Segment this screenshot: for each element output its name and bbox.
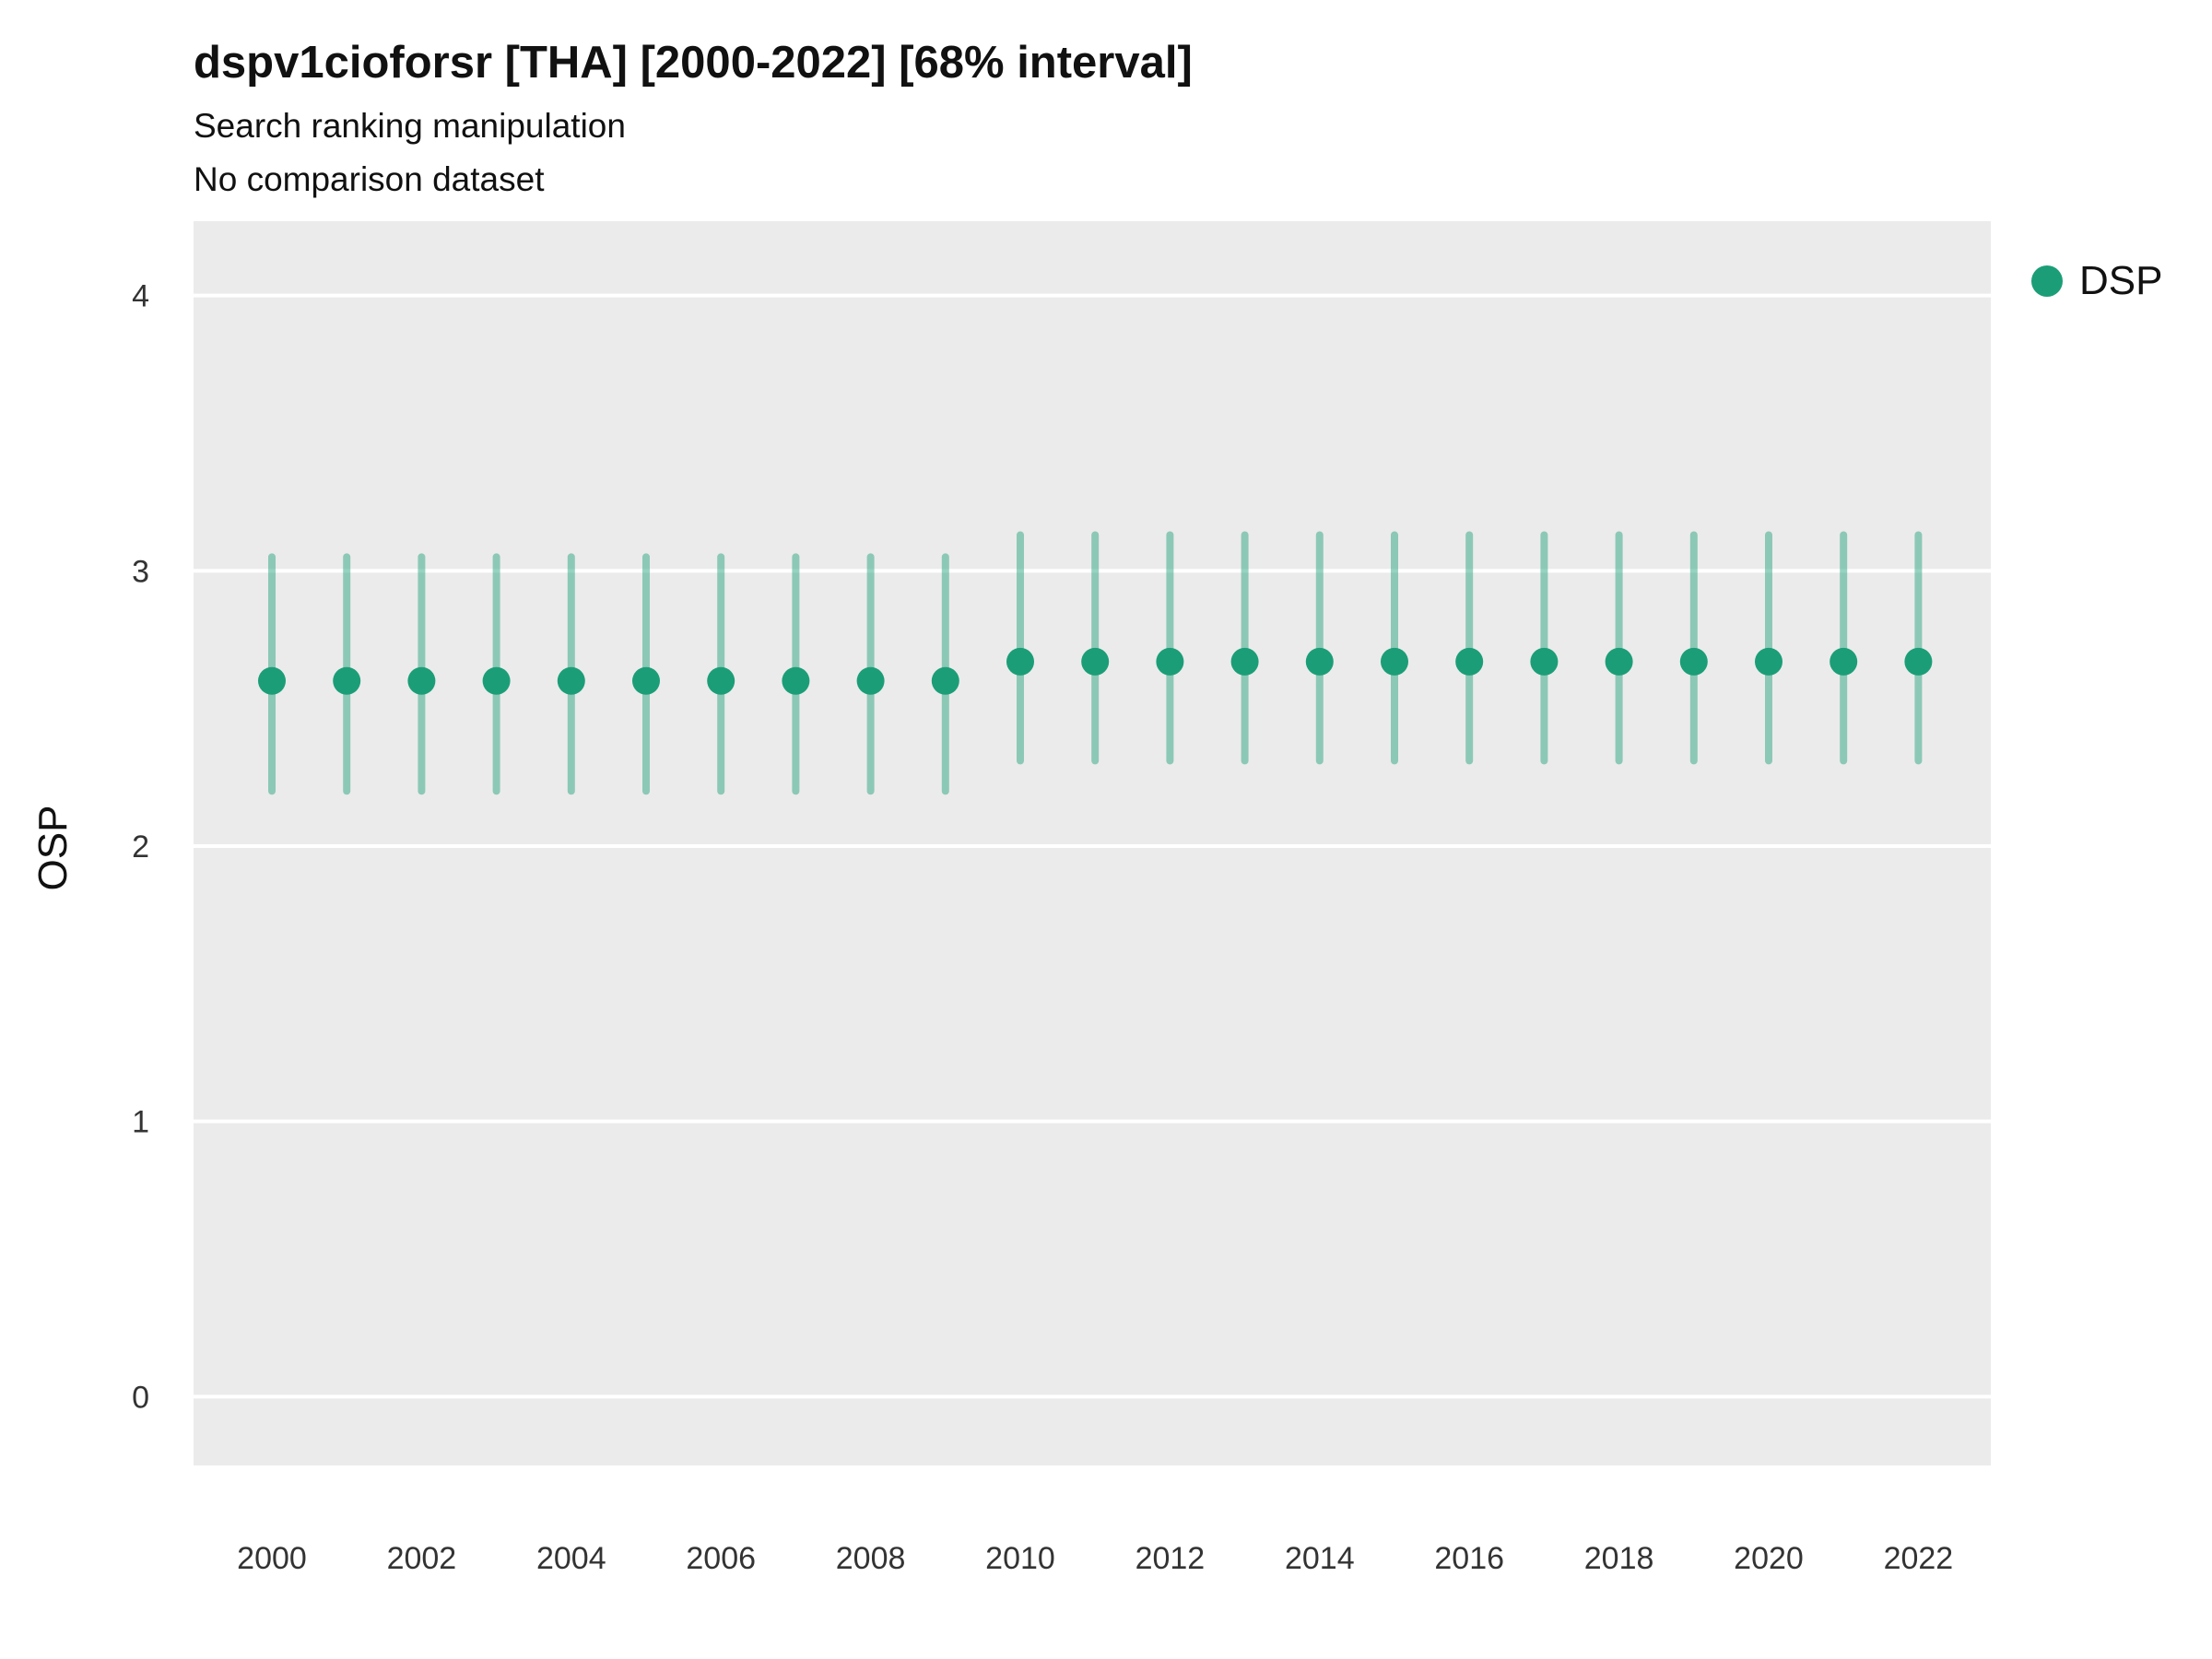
x-tick-label: 2016	[1434, 1541, 1504, 1576]
data-point	[1679, 647, 1708, 676]
data-point	[707, 666, 735, 695]
data-point	[557, 666, 585, 695]
x-tick-label: 2022	[1884, 1541, 1954, 1576]
y-tick-label: 0	[132, 1380, 149, 1415]
x-tick-label: 2020	[1734, 1541, 1804, 1576]
data-point	[1006, 647, 1034, 676]
data-point	[856, 666, 885, 695]
legend-dot-icon	[2031, 265, 2063, 297]
data-point	[1156, 647, 1184, 676]
x-tick-label: 2014	[1285, 1541, 1355, 1576]
x-tick-label: 2002	[387, 1541, 457, 1576]
data-point	[407, 666, 436, 695]
data-point	[782, 666, 810, 695]
legend-label: DSP	[2079, 258, 2163, 303]
data-point	[333, 666, 361, 695]
data-point	[258, 666, 286, 695]
y-tick-label: 4	[132, 279, 149, 314]
data-point	[1455, 647, 1484, 676]
data-point	[931, 666, 959, 695]
data-point	[1081, 647, 1110, 676]
data-point	[482, 666, 511, 695]
y-tick-label: 3	[132, 554, 149, 589]
legend: DSP	[2031, 258, 2162, 304]
data-point	[632, 666, 660, 695]
x-tick-label: 2012	[1135, 1541, 1206, 1576]
chart-note: No comparison dataset	[194, 160, 545, 198]
x-tick-label: 2004	[536, 1541, 606, 1576]
data-point	[1830, 647, 1858, 676]
data-point	[1904, 647, 1933, 676]
x-tick-label: 2000	[237, 1541, 307, 1576]
data-point	[1305, 647, 1334, 676]
plot-background	[194, 221, 1991, 1465]
x-tick-label: 2008	[836, 1541, 906, 1576]
data-point	[1381, 647, 1408, 676]
chart-subtitle: Search ranking manipulation	[194, 107, 626, 145]
chart-title: dspv1cioforsr [THA] [2000-2022] [68% int…	[194, 38, 1193, 88]
data-point	[1530, 647, 1559, 676]
data-point	[1230, 647, 1259, 676]
x-tick-label: 2006	[686, 1541, 756, 1576]
y-tick-label: 1	[132, 1105, 149, 1140]
data-point	[1605, 647, 1633, 676]
x-tick-label: 2018	[1584, 1541, 1654, 1576]
y-tick-label: 2	[132, 830, 149, 865]
data-point	[1755, 647, 1783, 676]
x-tick-label: 2010	[985, 1541, 1055, 1576]
